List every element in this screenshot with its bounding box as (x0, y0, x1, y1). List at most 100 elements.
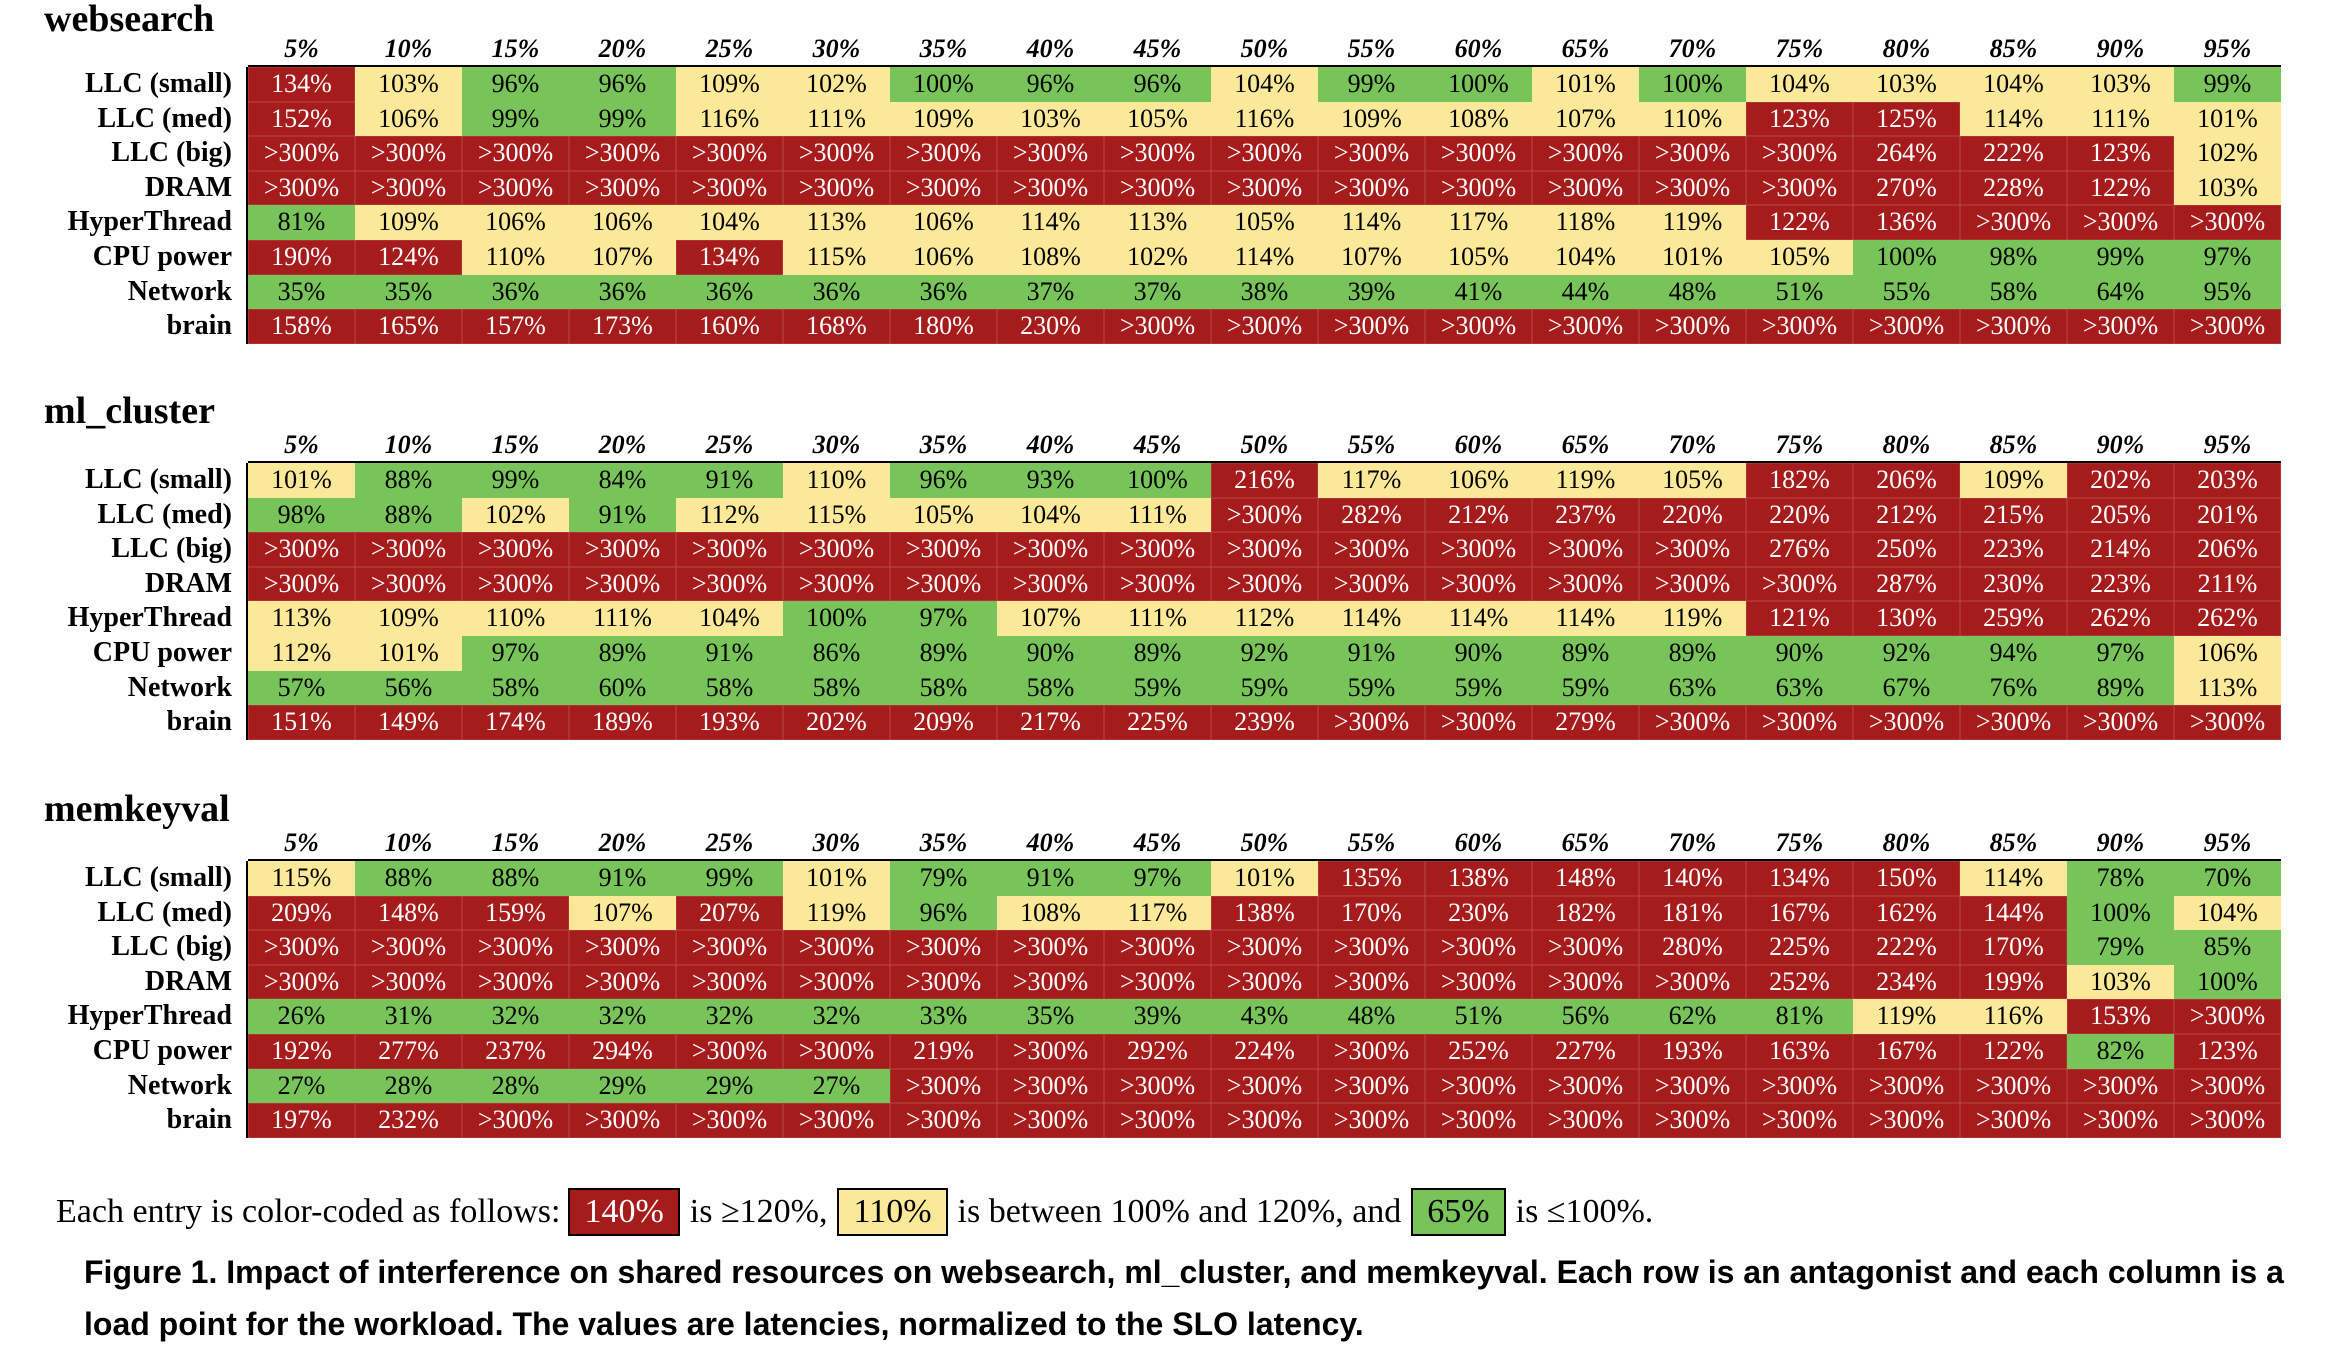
table-cell: >300% (1318, 170, 1425, 206)
table-cell: 114% (1425, 601, 1532, 636)
table-cell: 211% (2174, 566, 2281, 602)
table-cell: 138% (1211, 895, 1318, 931)
table-row: CPU power 190% 124% 110% 107% 134% 115% 106% 108… (44, 239, 2281, 275)
table-cell: 170% (1318, 895, 1425, 931)
table-cell: 111% (1104, 601, 1211, 636)
table-cell: 205% (2067, 497, 2174, 533)
table-cell: >300% (248, 964, 355, 1000)
row-label: LLC (big) (44, 136, 248, 171)
table-cell: 152% (248, 101, 355, 137)
column-header: 30% (812, 430, 861, 459)
table-cell: 56% (355, 670, 462, 706)
table-cell: 148% (355, 895, 462, 931)
table-cell: >300% (676, 170, 783, 206)
table-cell: 81% (1746, 999, 1853, 1034)
table-cell: >300% (676, 136, 783, 171)
table-cell: 107% (1318, 239, 1425, 275)
table-cell: 103% (2174, 170, 2281, 206)
column-header: 70% (1668, 34, 1717, 63)
table-cell: 262% (2174, 601, 2281, 636)
table-cell: 201% (2174, 497, 2281, 533)
table-cell: 99% (676, 861, 783, 896)
column-header: 60% (1454, 34, 1503, 63)
table-cell: >300% (997, 170, 1104, 206)
table-cell: >300% (1639, 566, 1746, 602)
table-cell: >300% (1532, 136, 1639, 171)
table-cell: 100% (890, 67, 997, 102)
table-cell: 96% (1104, 67, 1211, 102)
data-grid: LLC (small) 134% 103% 96% 96% 109% 102% 100% 96%… (44, 67, 2281, 344)
table-cell: >300% (1960, 309, 2067, 344)
table-cell: 35% (997, 999, 1104, 1034)
table-cell: 117% (1318, 463, 1425, 498)
table-cell: >300% (2174, 999, 2281, 1034)
table-cell: >300% (1746, 705, 1853, 740)
header-rule (248, 859, 2281, 861)
table-cell: >300% (783, 566, 890, 602)
column-header: 95% (2203, 34, 2252, 63)
table-cell: 163% (1746, 1033, 1853, 1069)
table-cell: 59% (1211, 670, 1318, 706)
table-cell: >300% (1104, 170, 1211, 206)
table-row: HyperThread 81% 109% 106% 106% 104% 113% 106% 11… (44, 205, 2281, 240)
table-cell: 39% (1104, 999, 1211, 1034)
table-cell: 114% (997, 205, 1104, 240)
table-cell: 36% (676, 274, 783, 310)
table-cell: 32% (462, 999, 569, 1034)
table-cell: 100% (1639, 67, 1746, 102)
table-cell: 170% (1960, 930, 2067, 965)
column-header: 35% (919, 828, 968, 857)
table-cell: >300% (1532, 964, 1639, 1000)
table-cell: 140% (1639, 861, 1746, 896)
table-cell: 103% (997, 101, 1104, 137)
table-cell: 181% (1639, 895, 1746, 931)
table-cell: >300% (1425, 309, 1532, 344)
table-cell: >300% (462, 136, 569, 171)
table-cell: 206% (1853, 463, 1960, 498)
table-cell: 84% (569, 463, 676, 498)
column-header: 5% (284, 430, 319, 459)
table-cell: 89% (1639, 635, 1746, 671)
table-cell: 31% (355, 999, 462, 1034)
table-cell: 207% (676, 895, 783, 931)
table-cell: >300% (1532, 170, 1639, 206)
table-cell: >300% (1746, 170, 1853, 206)
table-cell: 116% (676, 101, 783, 137)
table-cell: 62% (1639, 999, 1746, 1034)
table-cell: >300% (462, 1103, 569, 1138)
column-header: 15% (491, 430, 540, 459)
table-cell: 232% (355, 1103, 462, 1138)
table-cell: 108% (997, 895, 1104, 931)
table-cell: 107% (997, 601, 1104, 636)
table-cell: >300% (569, 566, 676, 602)
table-cell: 134% (248, 67, 355, 102)
column-header: 5% (284, 828, 319, 857)
table-cell: 105% (1746, 239, 1853, 275)
table-cell: 223% (1960, 532, 2067, 567)
table-cell: >300% (890, 136, 997, 171)
table-cell: 28% (355, 1068, 462, 1104)
table-cell: >300% (783, 136, 890, 171)
websearch-block: websearch 5% 10% 15% 20% 25% 30% 35% 40% 45% 50% 5… (44, 0, 2284, 360)
table-cell: 173% (569, 309, 676, 344)
ml-cluster-block: ml_cluster 5% 10% 15% 20% 25% 30% 35% 40% 45% 50%… (44, 392, 2284, 752)
table-row: HyperThread 113% 109% 110% 111% 104% 100% 97% 10… (44, 601, 2281, 636)
table-cell: 82% (2067, 1033, 2174, 1069)
row-label: LLC (med) (44, 101, 248, 137)
table-cell: 122% (1960, 1033, 2067, 1069)
table-cell: >300% (890, 532, 997, 567)
table-cell: 100% (1104, 463, 1211, 498)
table-cell: 167% (1746, 895, 1853, 931)
table-cell: 78% (2067, 861, 2174, 896)
table-cell: 99% (2067, 239, 2174, 275)
table-cell: >300% (1318, 705, 1425, 740)
table-title: websearch (44, 0, 215, 40)
table-cell: >300% (462, 930, 569, 965)
table-cell: 228% (1960, 170, 2067, 206)
table-cell: >300% (1211, 532, 1318, 567)
table-cell: >300% (355, 136, 462, 171)
table-cell: >300% (462, 566, 569, 602)
table-cell: 104% (1960, 67, 2067, 102)
table-cell: 59% (1318, 670, 1425, 706)
table-cell: 119% (783, 895, 890, 931)
